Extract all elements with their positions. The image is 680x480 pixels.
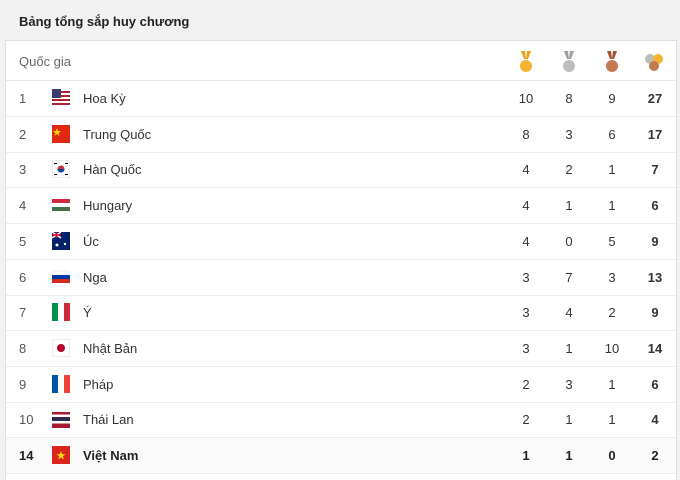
silver-count: 7 xyxy=(565,269,573,285)
gold-count: 4 xyxy=(522,198,530,214)
rank: 5 xyxy=(19,233,27,249)
country-name: Úc xyxy=(83,233,99,249)
total-count: 13 xyxy=(647,269,663,285)
silver-count: 0 xyxy=(565,233,573,249)
rank: 1 xyxy=(19,91,27,106)
country-name: Hàn Quốc xyxy=(83,162,142,178)
total-count: 17 xyxy=(647,126,663,142)
flag-icon xyxy=(52,303,70,322)
rank: 8 xyxy=(19,340,27,356)
gold-count: 3 xyxy=(522,305,530,321)
total-count: 4 xyxy=(651,412,659,428)
country-name: Ý xyxy=(83,305,92,321)
silver-count: 4 xyxy=(565,305,573,321)
silver-count: 1 xyxy=(565,198,573,214)
table-row: 4 Hungary 4 1 1 6 xyxy=(6,188,676,225)
gold-count: 3 xyxy=(522,340,530,356)
rank: 7 xyxy=(19,305,27,321)
rank: 10 xyxy=(19,412,34,428)
gold-count: 2 xyxy=(522,376,530,392)
table-row: 9 Pháp 2 3 1 6 xyxy=(6,367,676,403)
total-count: 14 xyxy=(647,340,663,356)
table-row: 6 Nga 3 7 3 13 xyxy=(6,260,676,296)
gold-count: 1 xyxy=(522,448,530,463)
gold-count: 3 xyxy=(522,269,530,285)
table-row: 3 Hàn Quốc 4 2 1 7 xyxy=(6,152,676,189)
silver-count: 3 xyxy=(565,376,573,392)
table-row: 10 Thái Lan 2 1 1 4 xyxy=(6,402,676,439)
flag-icon xyxy=(52,374,70,393)
silver-count: 8 xyxy=(565,91,573,106)
bronze-count: 0 xyxy=(608,448,616,463)
total-count: 9 xyxy=(651,305,659,321)
country-name: Thái Lan xyxy=(83,412,134,428)
rank: 6 xyxy=(19,269,27,285)
country-name: Hungary xyxy=(83,198,133,214)
table-row: 14 Việt Nam 1 1 0 2 xyxy=(6,438,676,474)
rank: 14 xyxy=(19,448,34,463)
gold-count: 2 xyxy=(522,412,530,428)
table-row: 2 Trung Quốc 8 3 6 17 xyxy=(6,117,676,153)
bronze-count: 2 xyxy=(608,305,616,321)
bronze-count: 5 xyxy=(608,233,616,249)
total-count: 6 xyxy=(651,198,659,214)
silver-count: 2 xyxy=(565,162,573,178)
rank: 4 xyxy=(19,198,27,214)
country-name: Việt Nam xyxy=(83,448,139,463)
gold-count: 4 xyxy=(522,162,530,178)
gold-count: 10 xyxy=(518,91,534,106)
rank: 9 xyxy=(19,376,27,392)
country-name: Pháp xyxy=(83,376,114,392)
table-row: 5 Úc 4 0 5 9 xyxy=(6,224,676,260)
gold-count: 8 xyxy=(522,126,530,142)
table-row: 7 Ý 3 4 2 9 xyxy=(6,295,676,332)
flag-icon xyxy=(51,231,70,250)
country-name: Hoa Kỳ xyxy=(83,91,126,106)
country-name: Nhật Bản xyxy=(83,340,138,356)
total-count: 27 xyxy=(647,91,663,106)
bronze-count: 1 xyxy=(608,198,616,214)
header-row: Quốc gia xyxy=(6,41,676,81)
flag-icon xyxy=(52,89,70,107)
bronze-count: 1 xyxy=(608,162,616,178)
total-count: 6 xyxy=(651,376,659,392)
gold-icon xyxy=(520,51,532,72)
flag-icon xyxy=(52,446,70,464)
flag-icon xyxy=(52,124,70,143)
country-name: Trung Quốc xyxy=(83,126,152,142)
silver-count: 3 xyxy=(565,126,573,142)
bronze-count: 9 xyxy=(608,91,616,106)
country-header: Quốc gia xyxy=(19,54,72,69)
bronze-count: 3 xyxy=(608,269,616,285)
flag-icon xyxy=(51,268,71,286)
title: Bảng tổng sắp huy chương xyxy=(19,14,190,29)
silver-count: 1 xyxy=(565,412,573,428)
table-row: 8 Nhật Bản 3 1 10 14 xyxy=(6,331,676,367)
flag-icon xyxy=(51,338,71,358)
table-row: 1 Hoa Kỳ 10 8 9 27 xyxy=(6,81,676,117)
bronze-icon xyxy=(606,51,618,72)
silver-count: 1 xyxy=(565,340,573,356)
flag-icon xyxy=(52,410,70,431)
total-count: 7 xyxy=(651,162,659,178)
gold-count: 4 xyxy=(522,233,530,249)
total-icon xyxy=(645,54,663,71)
bronze-count: 1 xyxy=(608,412,616,428)
silver-icon xyxy=(563,51,575,72)
bronze-count: 10 xyxy=(604,340,620,356)
rank: 3 xyxy=(19,162,27,178)
bronze-count: 1 xyxy=(608,376,616,392)
bronze-count: 6 xyxy=(608,126,616,142)
medal-table: Quốc gia 1 Hoa Kỳ 10 8 9 27 2 Trung Quốc 8 3 6 17 3 H… xyxy=(5,40,677,480)
flag-icon xyxy=(52,196,70,214)
country-name: Nga xyxy=(83,269,107,285)
total-count: 9 xyxy=(651,233,659,249)
total-count: 2 xyxy=(651,448,659,463)
rank: 2 xyxy=(19,126,27,142)
silver-count: 1 xyxy=(565,448,573,463)
flag-icon xyxy=(51,159,71,179)
